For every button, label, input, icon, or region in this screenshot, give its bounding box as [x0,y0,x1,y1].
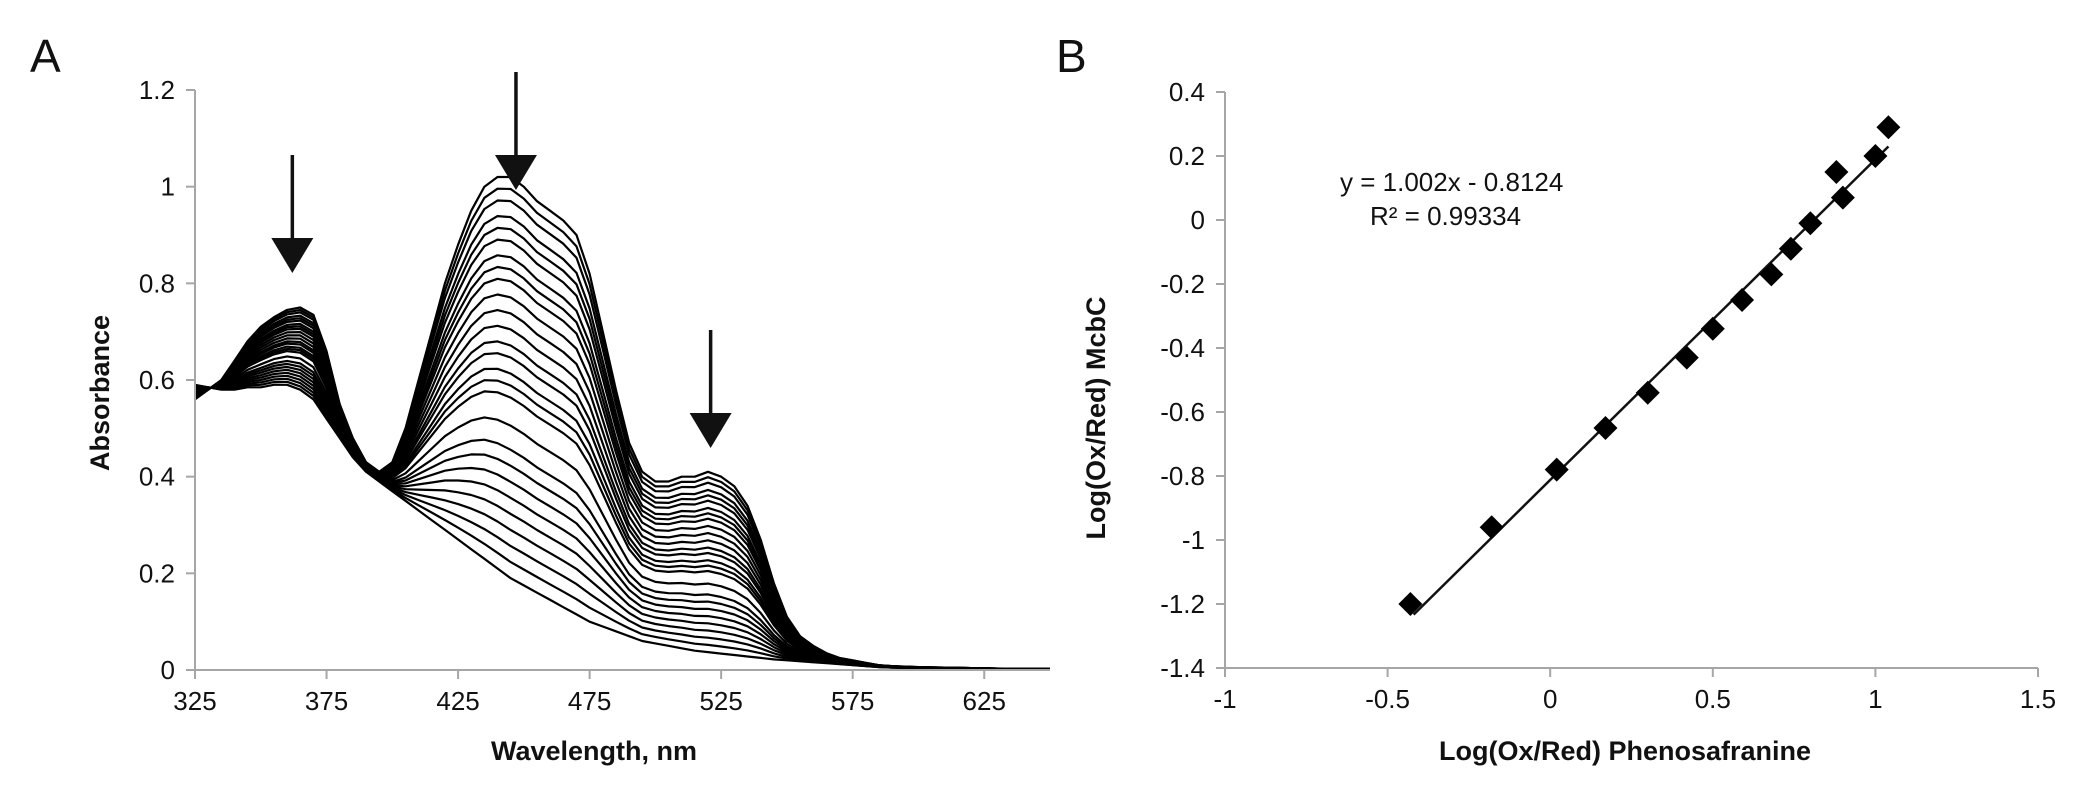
panel-b-data-point [1730,288,1755,312]
panel-b-axes: -1.4 -1.2 -1 -0.8 -0.6 -0.4 -0.2 0 0.2 0.4 -1 -0.5 0… [1160,77,2056,714]
panel-a-x-tick-label: 375 [305,686,348,716]
panel-b-equation: y = 1.002x - 0.8124 [1340,167,1563,197]
panel-b-chart: B -1.4 -1.2 -1 -0.8 -0.6 -0.4 -0.2 0 0.2 0.4 -1 -0.… [1056,30,2056,766]
panel-a-spectrum-line-6 [194,238,1050,671]
panel-a-arrow-head [494,155,537,190]
panel-b-y-tick-label: -0.2 [1160,269,1205,299]
panel-b-y-tick-label: -0.4 [1160,333,1205,363]
panel-b-x-tick-label: 0 [1543,684,1557,714]
panel-b-data-point [1830,185,1855,210]
panel-b-points [1398,115,1901,616]
panel-a-x-tick-label: 425 [436,686,479,716]
panel-b-data-point [1398,592,1423,616]
panel-a-y-tick-label: 0.4 [139,462,175,492]
panel-a-arrow-head [689,413,732,448]
panel-b-x-tick-label: -1 [1213,684,1236,714]
panel-b-y-tick-label: -1.2 [1160,589,1205,619]
panel-b-y-tick-label: -0.6 [1160,397,1205,427]
panel-a-spectra [194,175,1050,671]
panel-b-data-point [1700,316,1725,341]
panel-b-data-point [1759,262,1784,287]
panel-b-x-tick-label: -0.5 [1365,684,1410,714]
panel-b-y-tick-label: 0.2 [1169,141,1205,171]
panel-b-data-point [1863,144,1888,168]
panel-a-arrows [271,72,732,448]
panel-a-axes: 0 0.2 0.4 0.6 0.8 1 1.2 325 375 425 475 525 575 625 [139,75,1050,716]
panel-a-x-axis-title: Wavelength, nm [491,736,697,766]
panel-b-data-point [1479,515,1504,540]
panel-a-y-axis-title: Absorbance [85,315,115,471]
panel-b-y-tick-label: -0.8 [1160,461,1205,491]
panel-b-data-point [1544,457,1569,482]
panel-a-x-tick-label: 325 [173,686,216,716]
panel-b-r-squared: R² = 0.99334 [1370,201,1521,231]
panel-a-x-tick-label: 475 [568,686,611,716]
panel-b-y-tick-label: -1.4 [1160,653,1205,683]
panel-a-x-tick-label: 625 [963,686,1006,716]
panel-b-data-point [1593,416,1618,440]
panel-a-y-tick-label: 0.2 [139,558,175,588]
panel-a-y-tick-label: 1.2 [139,75,175,105]
panel-a-y-tick-label: 1 [161,172,175,202]
panel-a-chart: A 0 0.2 0.4 0.6 0.8 1 1.2 325 375 425 475 525 575 625… [30,30,1050,766]
panel-a-x-tick-label: 575 [831,686,874,716]
panel-b-y-tick-label: 0 [1191,205,1205,235]
panel-a-letter: A [30,30,61,82]
panel-b-y-tick-label: -1 [1182,525,1205,555]
panel-b-data-point [1798,211,1823,236]
panel-b-y-axis-title: Log(Ox/Red) McbC [1081,297,1111,540]
panel-b-data-point [1635,380,1660,405]
panel-a-y-tick-label: 0.6 [139,365,175,395]
panel-b-x-axis-title: Log(Ox/Red) Phenosafranine [1439,736,1811,766]
panel-b-letter: B [1056,30,1087,82]
panel-a-spectrum-line-9 [194,277,1050,671]
panel-b-data-point [1876,115,1901,140]
panel-a-arrow-head [271,238,314,273]
panel-a-x-tick-label: 525 [699,686,742,716]
panel-b-x-tick-label: 1 [1868,684,1882,714]
panel-b-data-point [1674,345,1699,370]
panel-a-spectrum-line-27 [194,383,1050,671]
panel-a-y-tick-label: 0 [161,655,175,685]
panel-b-data-point [1824,160,1849,184]
panel-b-x-tick-label: 0.5 [1695,684,1731,714]
panel-b-data-point [1778,236,1803,261]
panel-a-y-tick-label: 0.8 [139,268,175,298]
panel-b-y-tick-label: 0.4 [1169,77,1205,107]
panel-b-x-tick-label: 1.5 [2020,684,2056,714]
